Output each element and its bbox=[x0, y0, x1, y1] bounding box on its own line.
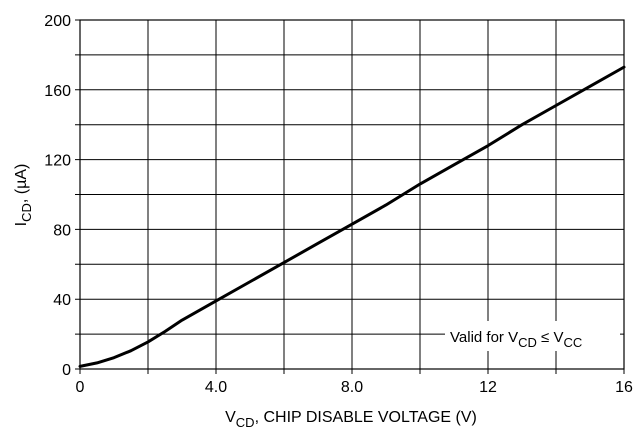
y-tick-label: 120 bbox=[44, 153, 71, 170]
x-tick-label: 12 bbox=[479, 379, 497, 396]
grid bbox=[75, 19, 625, 374]
plot-frame bbox=[79, 19, 625, 370]
x-axis-label-sub: CD bbox=[236, 415, 255, 430]
x-tick-label: 8.0 bbox=[341, 379, 363, 396]
annotation-background bbox=[445, 321, 620, 351]
x-axis-label-main: V bbox=[225, 409, 236, 426]
annotation-text: Valid for VCD ≤ VCC bbox=[450, 329, 582, 350]
x-axis-label: VCD, CHIP DISABLE VOLTAGE (V) bbox=[225, 409, 477, 430]
series-line bbox=[78, 65, 626, 368]
y-tick-label: 0 bbox=[62, 362, 71, 379]
y-tick-label: 80 bbox=[53, 222, 71, 239]
y-axis-label-rest: , (µA) bbox=[13, 164, 30, 203]
annotation-prefix: Valid for V bbox=[450, 329, 518, 346]
annotation-mid: ≤ V bbox=[537, 329, 564, 346]
y-tick-label: 40 bbox=[53, 292, 71, 309]
y-tick-label: 200 bbox=[44, 13, 71, 30]
x-tick-label: 4.0 bbox=[205, 379, 227, 396]
y-axis-label: ICD, (µA) bbox=[13, 164, 34, 227]
y-tick-labels: 0 40 80 120 160 200 bbox=[44, 13, 71, 379]
y-axis-label-main: I bbox=[13, 222, 30, 226]
annotation-sub2: CC bbox=[563, 335, 582, 350]
annotation-sub1: CD bbox=[518, 335, 537, 350]
x-axis-label-rest: , CHIP DISABLE VOLTAGE (V) bbox=[255, 409, 477, 426]
x-tick-label: 16 bbox=[615, 379, 633, 396]
annotation: Valid for VCD ≤ VCC bbox=[445, 321, 620, 351]
y-axis-label-sub: CD bbox=[19, 203, 34, 222]
x-tick-label: 0 bbox=[76, 379, 85, 396]
x-tick-labels: 0 4.0 8.0 12 16 bbox=[76, 379, 633, 396]
y-tick-label: 160 bbox=[44, 83, 71, 100]
